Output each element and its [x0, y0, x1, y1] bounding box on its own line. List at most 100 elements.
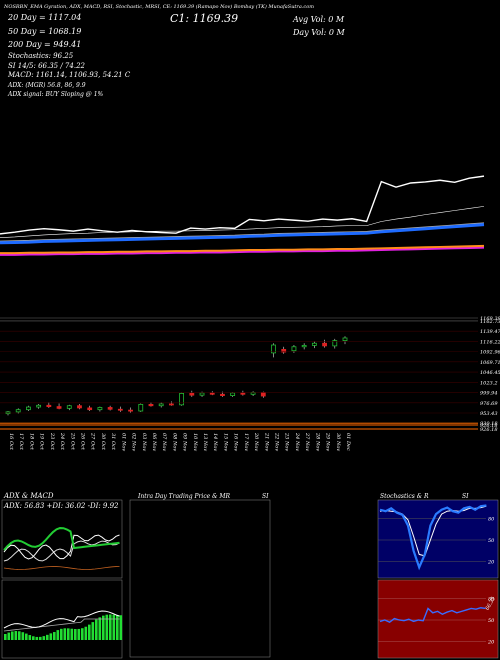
ema-overview-area [0, 175, 485, 256]
rsi-line [379, 607, 486, 623]
date-label: 15 Nov [222, 433, 228, 451]
candle-body [148, 404, 154, 407]
date-label: 21 Nov [263, 432, 269, 451]
stoch-k-line [379, 504, 487, 571]
macd-bar [28, 635, 32, 640]
date-label: 16 Nov [233, 433, 239, 451]
candle-body [26, 406, 31, 411]
macd-bar [49, 633, 53, 640]
price-level-label: 930.18 [480, 421, 498, 427]
price-level-label: 999.94 [480, 391, 498, 397]
adx-legend: ADX: (MGR) 56.8, 86, 9.9 [7, 82, 86, 89]
candle-body [36, 404, 42, 408]
ema50-line [0, 223, 485, 245]
date-label: 30 Oct [100, 433, 106, 451]
candle-body [209, 392, 215, 395]
candle-body [56, 406, 62, 409]
adx-baseline [3, 566, 120, 570]
candle-body [66, 405, 72, 409]
candle-body [77, 405, 82, 409]
date-label: 13 Nov [202, 433, 208, 451]
date-label: 18 Oct [28, 433, 34, 451]
candle-body [260, 392, 266, 397]
date-label: 27 Nov [304, 432, 310, 451]
intraday-panel: Intra Day Trading Price & MR SI [129, 493, 271, 658]
si-legend: SI 14/5: 66.35 / 74.22 [8, 62, 86, 70]
price-level-label: 1046.45 [480, 370, 500, 376]
date-label: 23 Nov [284, 432, 290, 451]
date-label: 09 Nov [182, 433, 188, 451]
date-label: 16 Oct [8, 433, 14, 451]
price-level-label: 953.43 [480, 411, 498, 417]
macd-bar [81, 628, 84, 640]
candle-body [46, 404, 52, 408]
rsi-scale-label: 80 [488, 596, 495, 602]
macd-bar [91, 622, 95, 640]
date-label: 28 Nov [314, 432, 320, 451]
rsi-scale-label: 20 [487, 640, 495, 646]
macd-signal [3, 618, 120, 632]
candle-body [322, 342, 327, 347]
candle-body [87, 407, 93, 411]
ema20-legend: 20 Day = 1117.04 [7, 13, 81, 22]
macd-bar [53, 632, 56, 640]
price-level-label: 1092.96 [480, 350, 500, 356]
date-label: 06 Nov [151, 433, 157, 451]
macd-bar [63, 628, 67, 640]
stoch-legend: Stochastics: 96.25 [8, 52, 74, 60]
day-volume: Day Vol: 0 M [292, 28, 346, 37]
candle-body [291, 346, 297, 352]
candle-body [168, 403, 174, 406]
macd-bar [18, 631, 21, 640]
adx-values: ADX: 56.83 +DI: 36.02 -DI: 9.92 [3, 502, 119, 510]
candle-body [107, 407, 113, 410]
candle-body [117, 408, 123, 411]
adx-macd-panel: ADX & MACD ADX: 56.83 +DI: 36.02 -DI: 9.… [1, 492, 123, 659]
date-label: 24 Nov [294, 432, 300, 451]
minus-di-line [3, 540, 120, 562]
candle-body [128, 409, 133, 412]
macd-bar [21, 632, 25, 640]
macd-bar [60, 628, 63, 640]
macd-bar [112, 614, 116, 640]
macd-bar [84, 626, 88, 640]
adx-signal-legend: ADX signal: BUY Sloping @ 1% [7, 91, 104, 98]
date-label: 20 Nov [253, 432, 259, 451]
candle-body [230, 392, 236, 397]
date-label: 08 Nov [171, 433, 177, 451]
macd-bar [46, 634, 49, 640]
macd-bar [70, 628, 74, 640]
candle-body [240, 392, 246, 395]
macd-line [3, 610, 120, 629]
macd-bar [109, 614, 112, 640]
macd-bar [74, 629, 77, 640]
macd-bar [119, 615, 123, 640]
candle-body [97, 407, 103, 411]
date-label: 02 Nov [131, 433, 137, 451]
macd-bar [98, 617, 102, 640]
avg-volume: Avg Vol: 0 M [292, 15, 345, 24]
macd-bar [14, 631, 18, 640]
intraday-si: SI [262, 493, 269, 500]
price-level-label: 1116.22 [480, 339, 500, 345]
stoch-title: Stochastics & R [380, 493, 429, 500]
price-level-label: 1023.2 [480, 380, 498, 386]
date-label: 29 Nov [325, 432, 331, 451]
stoch-scale-label: 50 [488, 538, 495, 544]
plus-di-line [3, 534, 120, 560]
candle-body [311, 342, 317, 346]
ema50-legend: 50 Day = 1068.19 [8, 27, 81, 36]
macd-bar [25, 633, 28, 640]
date-label: 24 Oct [59, 432, 65, 451]
intraday-title: Intra Day Trading Price & MR [137, 493, 231, 500]
macd-bar [116, 615, 119, 640]
price-level-label: 1162.73 [480, 319, 500, 325]
stoch-scale-label: 20 [487, 560, 495, 566]
candle-body [301, 345, 307, 348]
macd-bar [56, 630, 60, 640]
date-label: 01 Dec [345, 433, 351, 451]
macd-bar [67, 628, 70, 640]
date-label: 31 Oct [110, 433, 116, 451]
